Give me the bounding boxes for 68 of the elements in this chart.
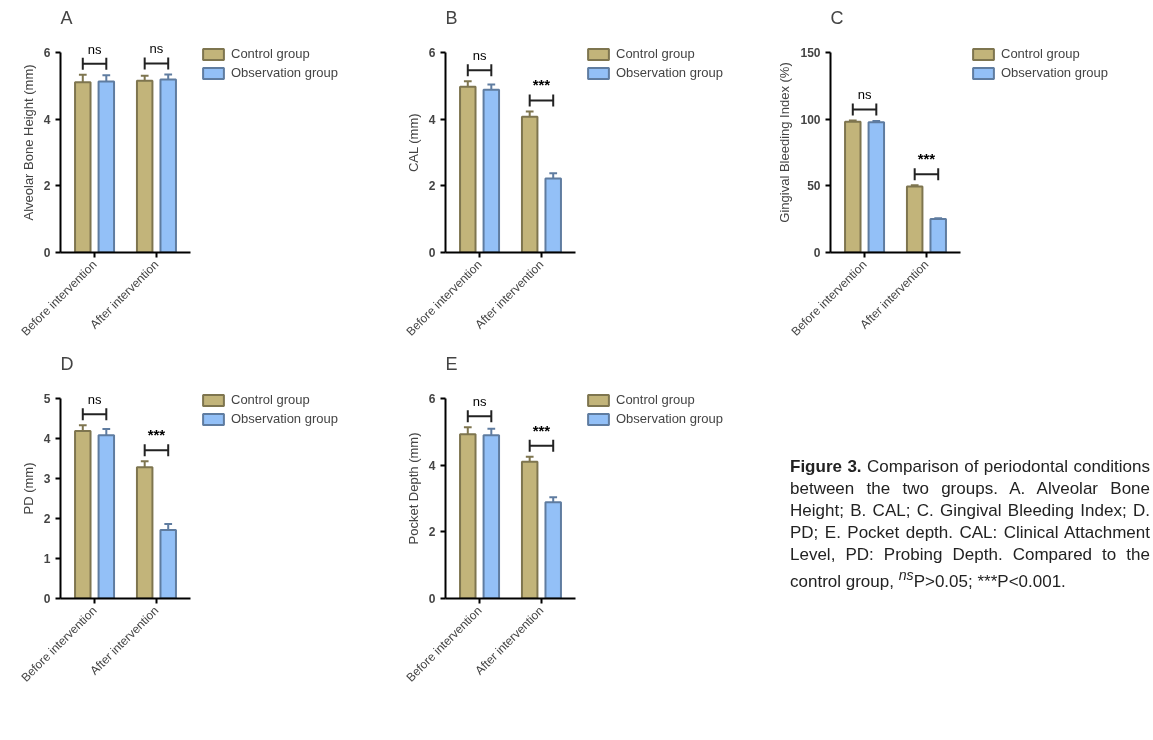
chart-title: B — [445, 7, 458, 28]
annotation: ns — [472, 393, 487, 409]
y-tick-label: 1 — [43, 552, 51, 566]
bar — [520, 115, 539, 253]
annotation: ns — [87, 392, 102, 408]
bar — [520, 460, 539, 599]
bar — [929, 217, 947, 253]
chart-title: A — [60, 7, 73, 28]
y-tick-label: 2 — [428, 179, 436, 194]
y-tick-label: 6 — [428, 392, 436, 406]
y-tick-label: 4 — [428, 112, 436, 127]
y-tick-label: 4 — [43, 432, 51, 446]
annotation: *** — [532, 421, 551, 439]
y-axis-title: CAL (mm) — [405, 113, 421, 173]
bar — [97, 434, 116, 599]
bar — [867, 121, 886, 253]
legend-label: Observation group — [616, 65, 723, 80]
y-tick-label: 0 — [43, 592, 51, 606]
y-axis-title: Alveolar Bone Height (mm) — [20, 64, 36, 221]
y-tick-label: 4 — [428, 458, 436, 473]
legend-label: Control group — [231, 392, 310, 407]
bar — [459, 85, 477, 253]
bar — [544, 177, 562, 253]
legend-label: Observation group — [231, 65, 338, 80]
text: Figure 3. — [790, 457, 862, 476]
chart-title: E — [445, 353, 458, 374]
legend-label: Observation group — [231, 411, 338, 426]
chart-title: C — [830, 7, 844, 28]
y-tick-label: 0 — [43, 246, 51, 260]
legend-label: Observation group — [616, 411, 723, 426]
bar — [905, 185, 924, 253]
annotation: ns — [149, 41, 164, 57]
legend-label: Control group — [231, 46, 310, 61]
bar — [482, 434, 501, 599]
annotation: ns — [857, 87, 872, 103]
legend-label: Observation group — [1001, 65, 1108, 80]
annotation: *** — [532, 76, 551, 94]
y-tick-label: 5 — [43, 392, 51, 406]
bar — [844, 120, 862, 253]
annotation: *** — [917, 149, 936, 167]
legend-label: Control group — [616, 46, 695, 61]
legend-label: Control group — [616, 392, 695, 407]
y-axis-title: Gingival Bleeding Index (%) — [777, 62, 793, 223]
y-axis-title: Pocket Depth (mm) — [405, 432, 421, 545]
y-axis-title: PD (mm) — [20, 462, 36, 515]
bar — [74, 429, 92, 599]
annotation: ns — [87, 41, 102, 57]
annotation: ns — [472, 47, 487, 63]
y-tick-label: 6 — [43, 46, 51, 60]
y-tick-label: 6 — [428, 46, 436, 60]
y-tick-label: 0 — [428, 592, 436, 606]
y-tick-label: 50 — [807, 179, 821, 194]
annotation: *** — [147, 426, 166, 444]
bar — [482, 88, 501, 253]
bar — [135, 466, 154, 599]
chart-title: D — [60, 353, 74, 374]
y-tick-label: 2 — [43, 512, 51, 526]
y-tick-label: 2 — [43, 179, 51, 194]
legend-label: Control group — [1001, 46, 1080, 61]
y-tick-label: 150 — [800, 46, 821, 60]
y-tick-label: 0 — [813, 246, 821, 260]
bar — [159, 529, 177, 599]
y-tick-label: 4 — [43, 112, 51, 127]
y-tick-label: 3 — [43, 472, 51, 486]
y-tick-label: 0 — [428, 246, 436, 260]
bar — [544, 501, 562, 599]
y-tick-label: 2 — [428, 525, 436, 540]
y-tick-label: 100 — [800, 112, 821, 127]
